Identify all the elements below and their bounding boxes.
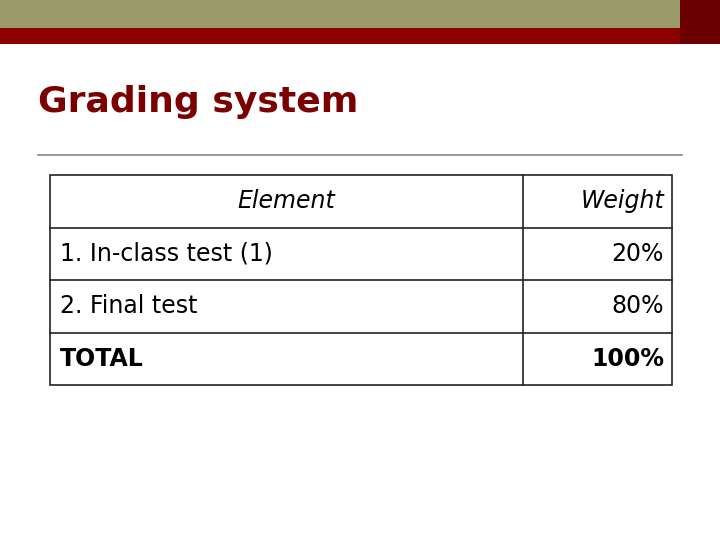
Text: Element: Element bbox=[238, 189, 336, 213]
Text: 2. Final test: 2. Final test bbox=[60, 294, 197, 318]
Text: 80%: 80% bbox=[611, 294, 664, 318]
Text: TOTAL: TOTAL bbox=[60, 347, 144, 371]
Bar bbox=[0, 28, 720, 44]
Text: 1. In-class test (1): 1. In-class test (1) bbox=[60, 242, 273, 266]
Text: Weight: Weight bbox=[580, 189, 664, 213]
Text: 20%: 20% bbox=[611, 242, 664, 266]
Bar bbox=[680, 0, 720, 44]
Text: 100%: 100% bbox=[591, 347, 664, 371]
Bar bbox=[50, 175, 672, 385]
Text: Grading system: Grading system bbox=[38, 85, 359, 119]
Bar bbox=[0, 0, 720, 28]
